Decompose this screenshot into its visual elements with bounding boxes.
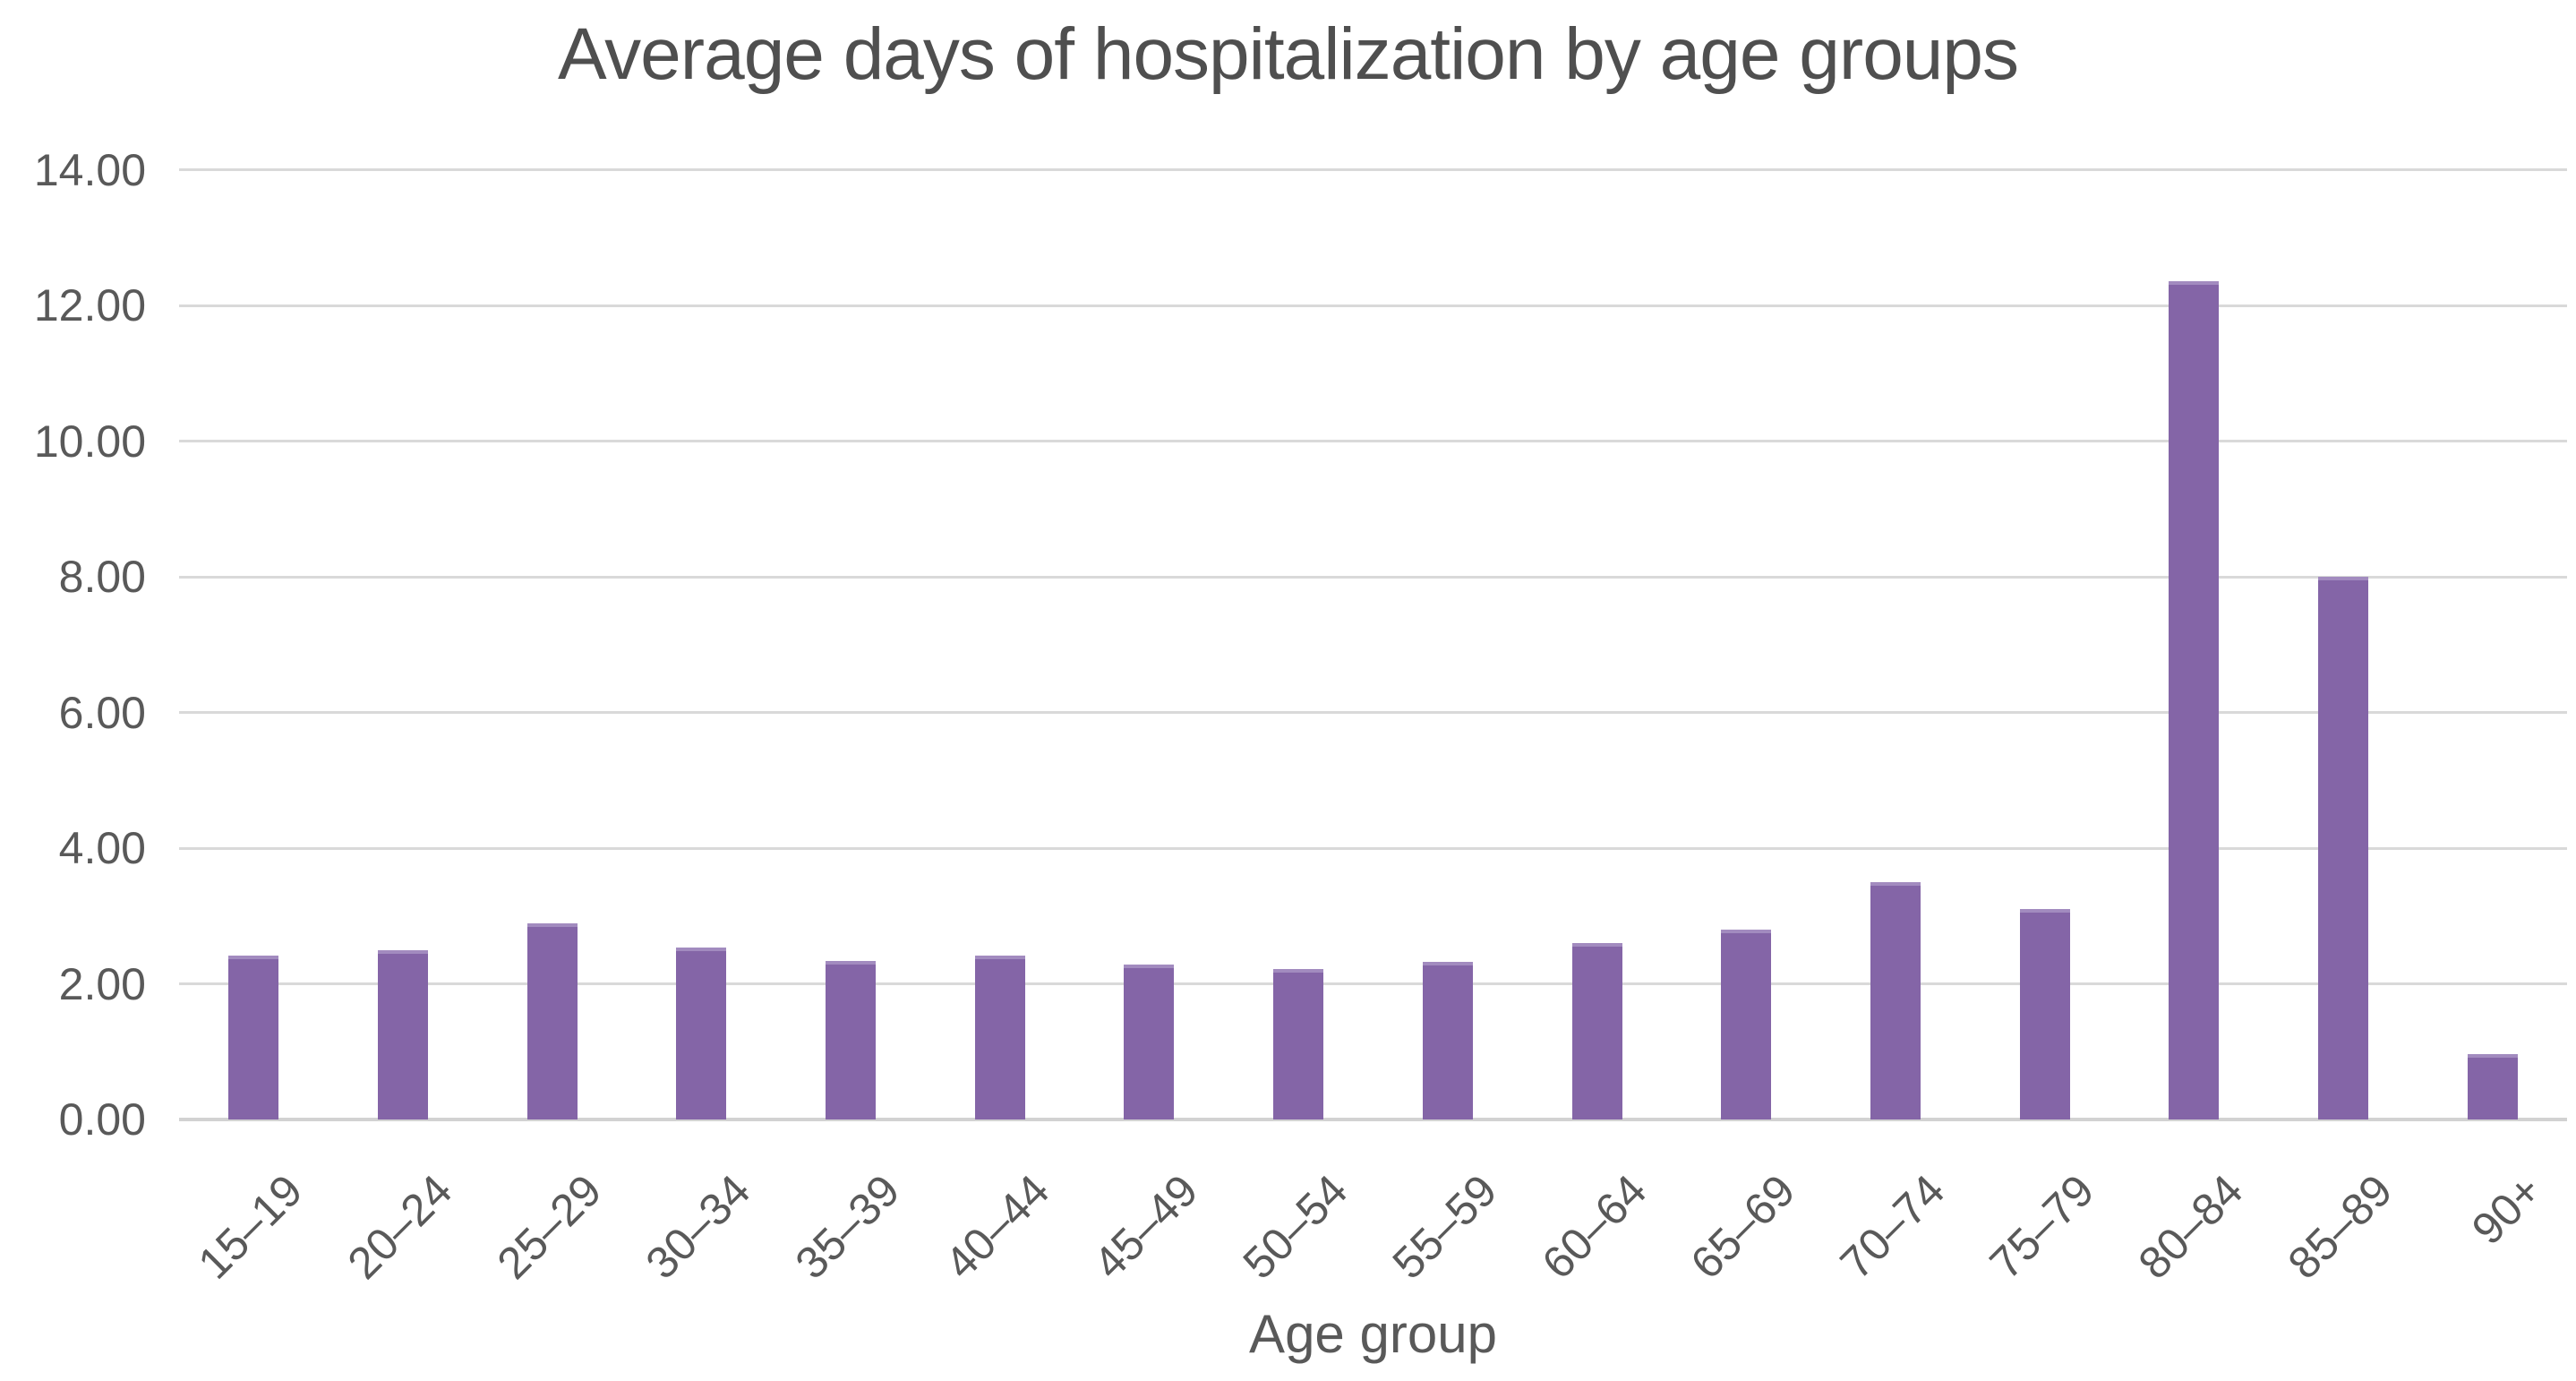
gridline	[179, 304, 2567, 307]
gridline	[179, 168, 2567, 171]
x-tick-label: 30–34	[636, 1164, 760, 1289]
bar-60-64	[1571, 943, 1622, 1119]
y-tick-label: 12.00	[33, 280, 146, 330]
y-tick-label: 6.00	[58, 687, 146, 738]
y-tick-label: 8.00	[58, 552, 146, 602]
gridline	[179, 711, 2567, 714]
gridline	[179, 575, 2567, 579]
y-tick-label: 0.00	[58, 1094, 146, 1145]
x-tick-label: 60–64	[1532, 1164, 1656, 1289]
gridline	[179, 440, 2567, 442]
bar-30-34	[676, 947, 727, 1119]
x-tick-label: 65–69	[1681, 1164, 1805, 1289]
y-tick-label: 10.00	[33, 416, 146, 467]
bar-80-84	[2169, 280, 2220, 1119]
x-axis-line	[179, 1118, 2567, 1121]
x-tick-label: 90+	[2461, 1164, 2552, 1255]
bar-75-79	[2019, 909, 2070, 1119]
gridline	[179, 982, 2567, 985]
gridline	[179, 846, 2567, 850]
bar-90+	[2467, 1053, 2518, 1119]
chart-title: Average days of hospitalization by age g…	[557, 13, 2019, 95]
bar-55-59	[1422, 962, 1473, 1119]
bar-70-74	[1870, 881, 1921, 1119]
bar-40-44	[974, 956, 1025, 1119]
bar-35-39	[826, 960, 877, 1119]
y-tick-label: 14.00	[33, 144, 146, 195]
x-tick-label: 25–29	[487, 1164, 612, 1289]
bar-50-54	[1273, 968, 1324, 1119]
bar-45-49	[1124, 964, 1175, 1119]
x-tick-label: 45–49	[1084, 1164, 1208, 1289]
y-tick-label: 4.00	[58, 823, 146, 873]
x-tick-label: 80–84	[2128, 1164, 2253, 1289]
bar-25-29	[526, 923, 578, 1119]
x-tick-label: 55–59	[1382, 1164, 1507, 1289]
x-tick-label: 75–79	[1980, 1164, 2104, 1289]
bar-20-24	[378, 950, 429, 1119]
x-tick-label: 20–24	[338, 1164, 462, 1289]
x-tick-label: 40–44	[935, 1164, 1059, 1289]
y-tick-label: 2.00	[58, 958, 146, 1009]
bar-85-89	[2317, 577, 2368, 1119]
x-tick-label: 70–74	[1830, 1164, 1955, 1289]
x-tick-label: 50–54	[1233, 1164, 1357, 1289]
bar-15-19	[228, 955, 279, 1119]
x-tick-label: 15–19	[188, 1164, 312, 1289]
x-tick-label: 85–89	[2278, 1164, 2402, 1289]
x-axis-title: Age group	[1249, 1304, 1497, 1364]
x-tick-label: 35–39	[785, 1164, 910, 1289]
bar-65-69	[1721, 929, 1772, 1119]
